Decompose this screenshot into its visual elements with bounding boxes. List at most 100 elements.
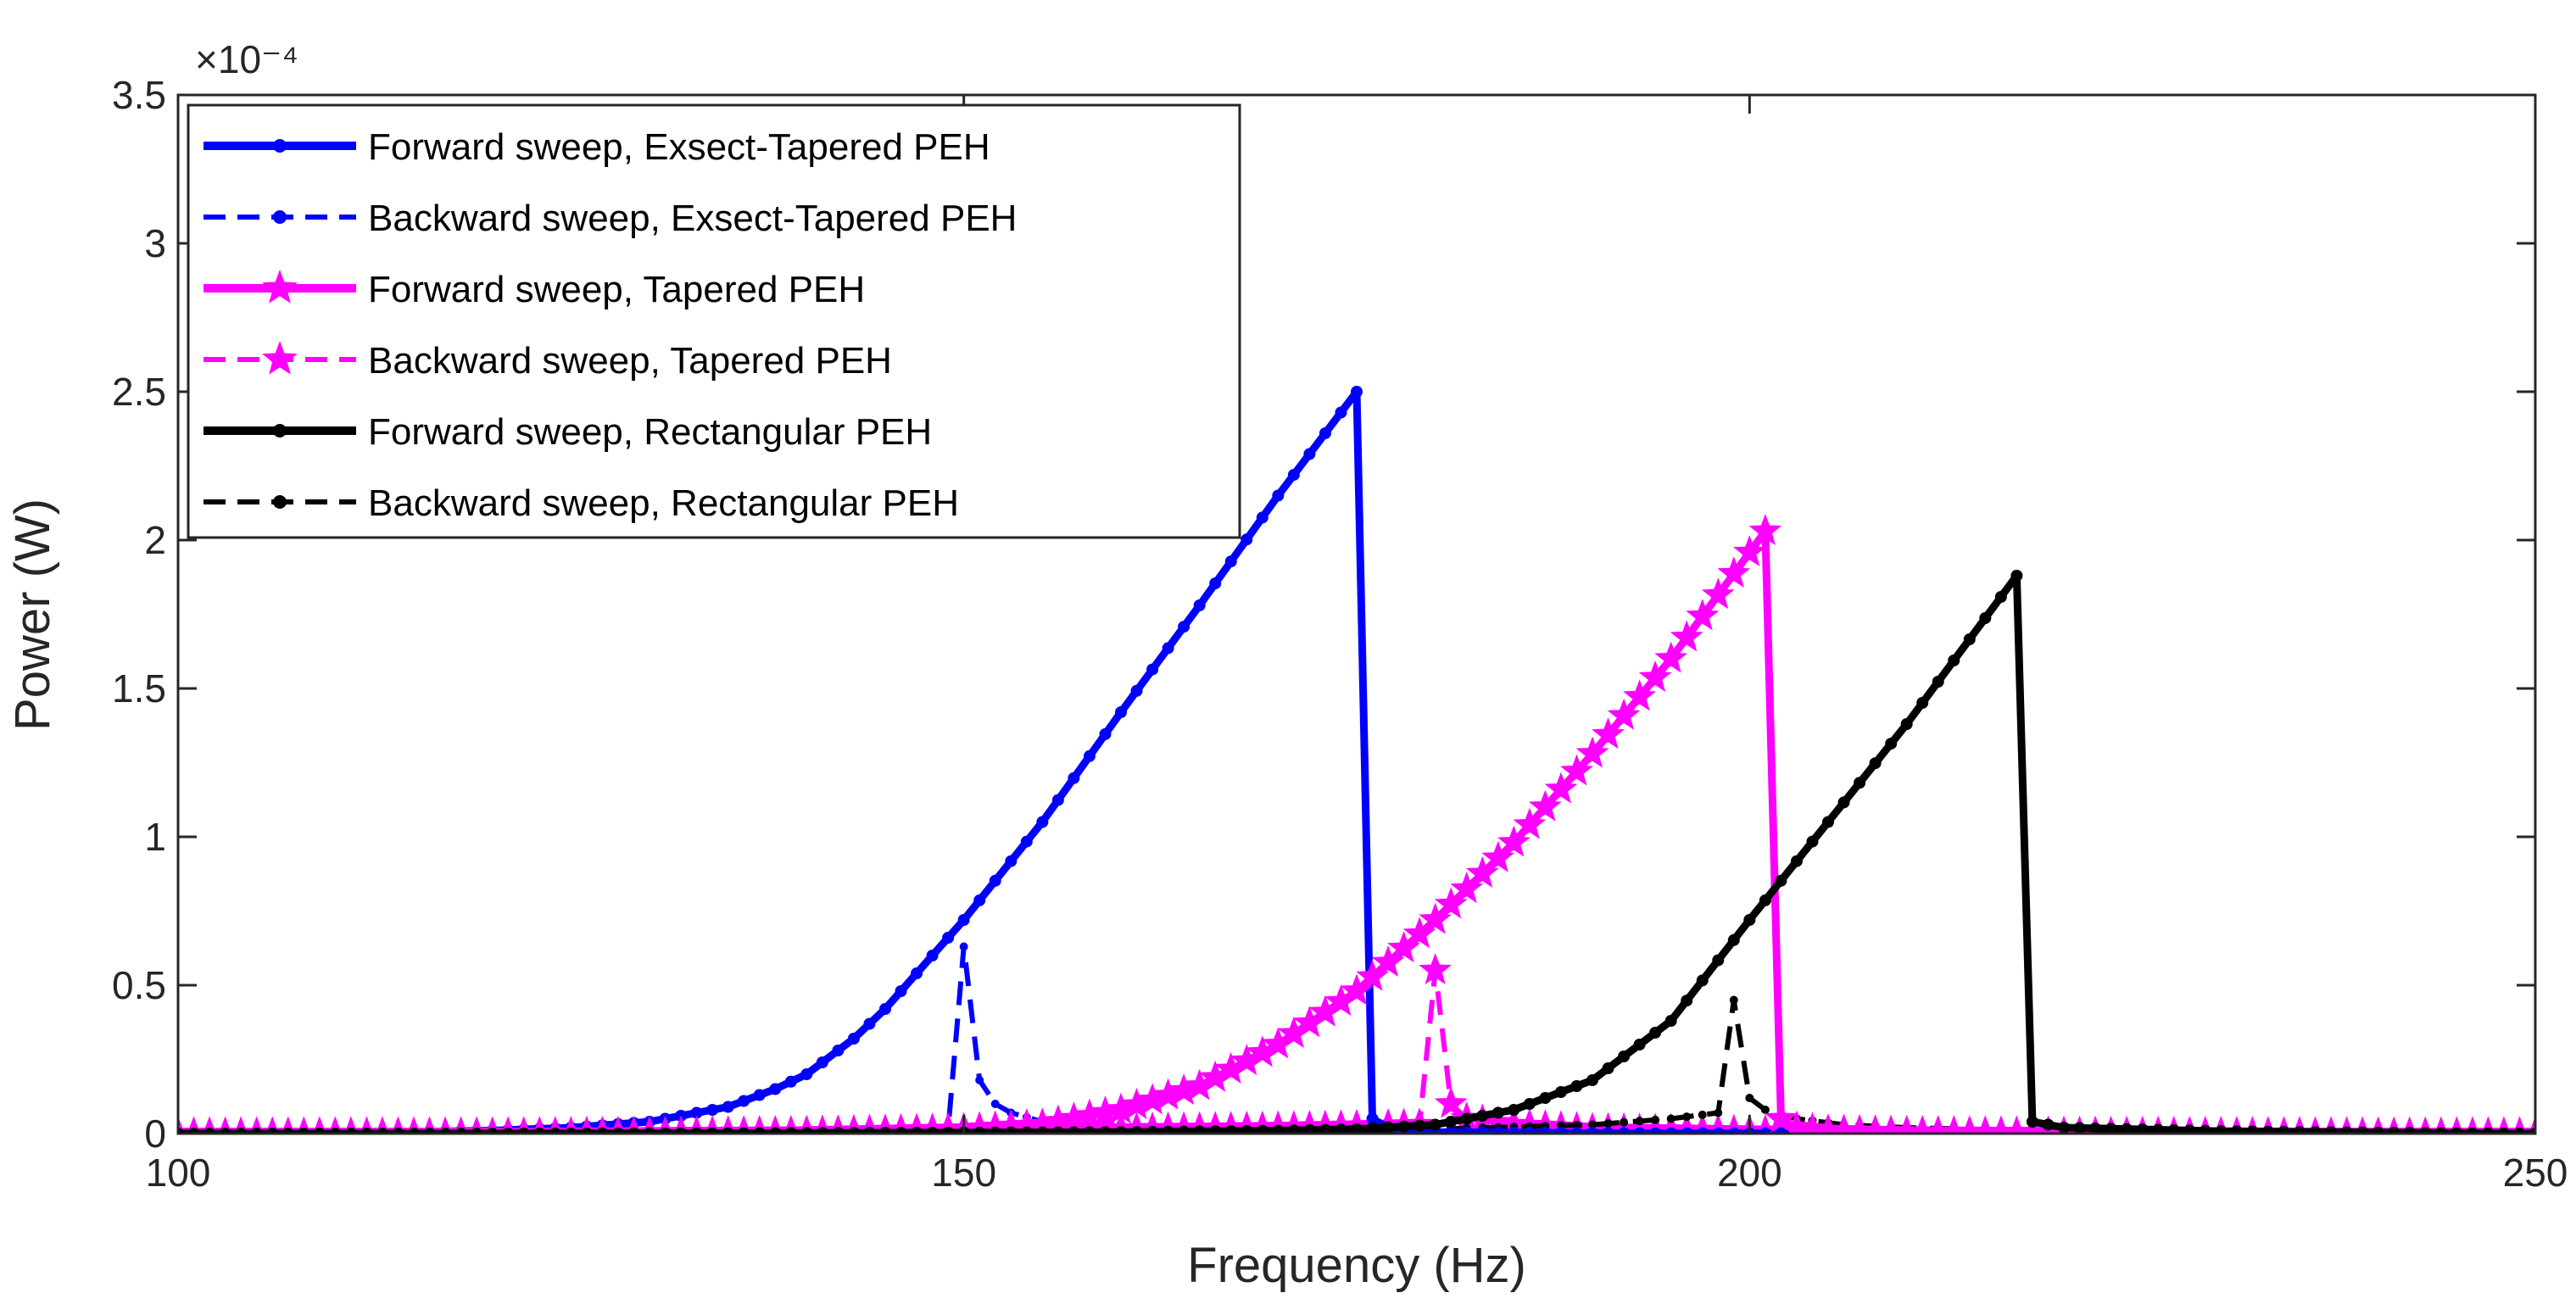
data-point bbox=[2325, 1126, 2338, 1134]
legend: Forward sweep, Exsect-Tapered PEH Backwar… bbox=[187, 103, 1241, 539]
data-point bbox=[1554, 1127, 1567, 1134]
data-point bbox=[1588, 1120, 1597, 1129]
data-point bbox=[1607, 698, 1641, 730]
data-point bbox=[1523, 1098, 1536, 1110]
data-point bbox=[1303, 1123, 1316, 1134]
data-point bbox=[1686, 599, 1720, 631]
data-point bbox=[1115, 706, 1127, 718]
data-point bbox=[1696, 974, 1709, 987]
data-point bbox=[1681, 995, 1693, 1007]
data-point bbox=[1382, 1121, 1395, 1134]
data-point bbox=[1335, 1123, 1347, 1134]
data-point bbox=[690, 1127, 703, 1134]
data-point bbox=[2513, 1127, 2526, 1134]
data-point bbox=[975, 1076, 984, 1084]
data-point bbox=[1717, 556, 1751, 588]
data-point bbox=[1272, 489, 1285, 502]
data-point bbox=[706, 1104, 719, 1116]
data-point bbox=[565, 1127, 577, 1134]
data-point bbox=[800, 1068, 813, 1080]
data-point bbox=[911, 1126, 923, 1134]
data-point bbox=[800, 1127, 813, 1134]
data-point bbox=[769, 1083, 782, 1095]
data-point bbox=[1036, 816, 1049, 828]
data-point bbox=[1554, 1086, 1567, 1098]
data-point bbox=[1241, 1124, 1253, 1134]
data-point bbox=[973, 894, 986, 906]
data-point bbox=[1654, 641, 1688, 673]
data-point bbox=[1602, 1062, 1614, 1074]
data-point bbox=[1701, 577, 1735, 610]
data-point bbox=[2466, 1127, 2478, 1134]
data-point bbox=[1115, 1126, 1127, 1134]
data-point bbox=[580, 1127, 593, 1134]
data-point bbox=[1775, 874, 1787, 887]
data-point bbox=[2215, 1125, 2228, 1134]
data-point bbox=[1666, 1114, 1676, 1123]
data-point bbox=[1539, 1126, 1552, 1134]
data-point bbox=[959, 942, 968, 951]
data-point bbox=[596, 1127, 609, 1134]
data-point bbox=[1603, 1119, 1613, 1128]
y-tick-label: 2 bbox=[144, 518, 166, 562]
data-point bbox=[926, 1126, 939, 1134]
data-point bbox=[392, 1128, 404, 1134]
data-point bbox=[863, 1017, 876, 1030]
data-point bbox=[989, 1126, 1001, 1134]
data-point bbox=[1335, 406, 1347, 419]
data-point bbox=[2199, 1124, 2211, 1134]
data-point bbox=[1319, 1123, 1331, 1134]
data-point bbox=[1005, 1126, 1018, 1134]
data-point bbox=[1193, 1125, 1206, 1134]
data-point bbox=[1351, 1123, 1363, 1134]
data-point bbox=[1670, 620, 1703, 652]
data-point bbox=[329, 1128, 342, 1134]
data-point bbox=[1698, 1110, 1707, 1119]
data-point bbox=[879, 1127, 891, 1134]
data-point bbox=[1256, 1124, 1268, 1134]
data-point bbox=[471, 1128, 483, 1134]
x-axis-title: Frequency (Hz) bbox=[1187, 1238, 1526, 1293]
data-point bbox=[1854, 777, 1866, 789]
data-point bbox=[360, 1128, 373, 1134]
data-point bbox=[1476, 1110, 1489, 1122]
data-point bbox=[2294, 1126, 2306, 1134]
data-point bbox=[1544, 772, 1578, 804]
data-point bbox=[1146, 1125, 1159, 1134]
data-point bbox=[1068, 1126, 1080, 1134]
data-point bbox=[2121, 1123, 2133, 1134]
data-point bbox=[911, 967, 923, 979]
data-point bbox=[2419, 1127, 2432, 1134]
data-point bbox=[1649, 1127, 1662, 1134]
series-5 bbox=[178, 570, 2535, 1134]
data-point bbox=[1445, 1126, 1458, 1134]
data-point bbox=[1869, 757, 1882, 770]
data-point bbox=[990, 1100, 1000, 1108]
data-point bbox=[1570, 1080, 1583, 1092]
data-point bbox=[1020, 1126, 1033, 1134]
data-point bbox=[1413, 1119, 1426, 1132]
legend-label-2: Backward sweep, Exsect-Tapered PEH bbox=[368, 198, 1017, 239]
data-point bbox=[1712, 1127, 1725, 1134]
data-point bbox=[1916, 697, 1929, 709]
data-point bbox=[1575, 736, 1609, 768]
data-point bbox=[2340, 1126, 2353, 1134]
data-point bbox=[439, 1128, 452, 1134]
legend-marker-4 bbox=[262, 341, 298, 375]
data-point bbox=[611, 1127, 624, 1134]
data-point bbox=[753, 1127, 766, 1134]
data-point bbox=[1162, 1125, 1174, 1134]
data-point bbox=[2246, 1125, 2259, 1134]
data-point bbox=[1900, 718, 1913, 730]
data-point bbox=[1303, 448, 1316, 460]
data-point bbox=[2529, 1128, 2535, 1134]
data-point bbox=[454, 1128, 467, 1134]
data-point bbox=[250, 1128, 263, 1134]
data-point bbox=[1419, 902, 1452, 934]
data-point bbox=[282, 1128, 294, 1134]
y-tick-label: 0 bbox=[144, 1112, 166, 1156]
data-point bbox=[1539, 1092, 1552, 1104]
data-point bbox=[926, 950, 939, 961]
data-point bbox=[1633, 1039, 1646, 1050]
